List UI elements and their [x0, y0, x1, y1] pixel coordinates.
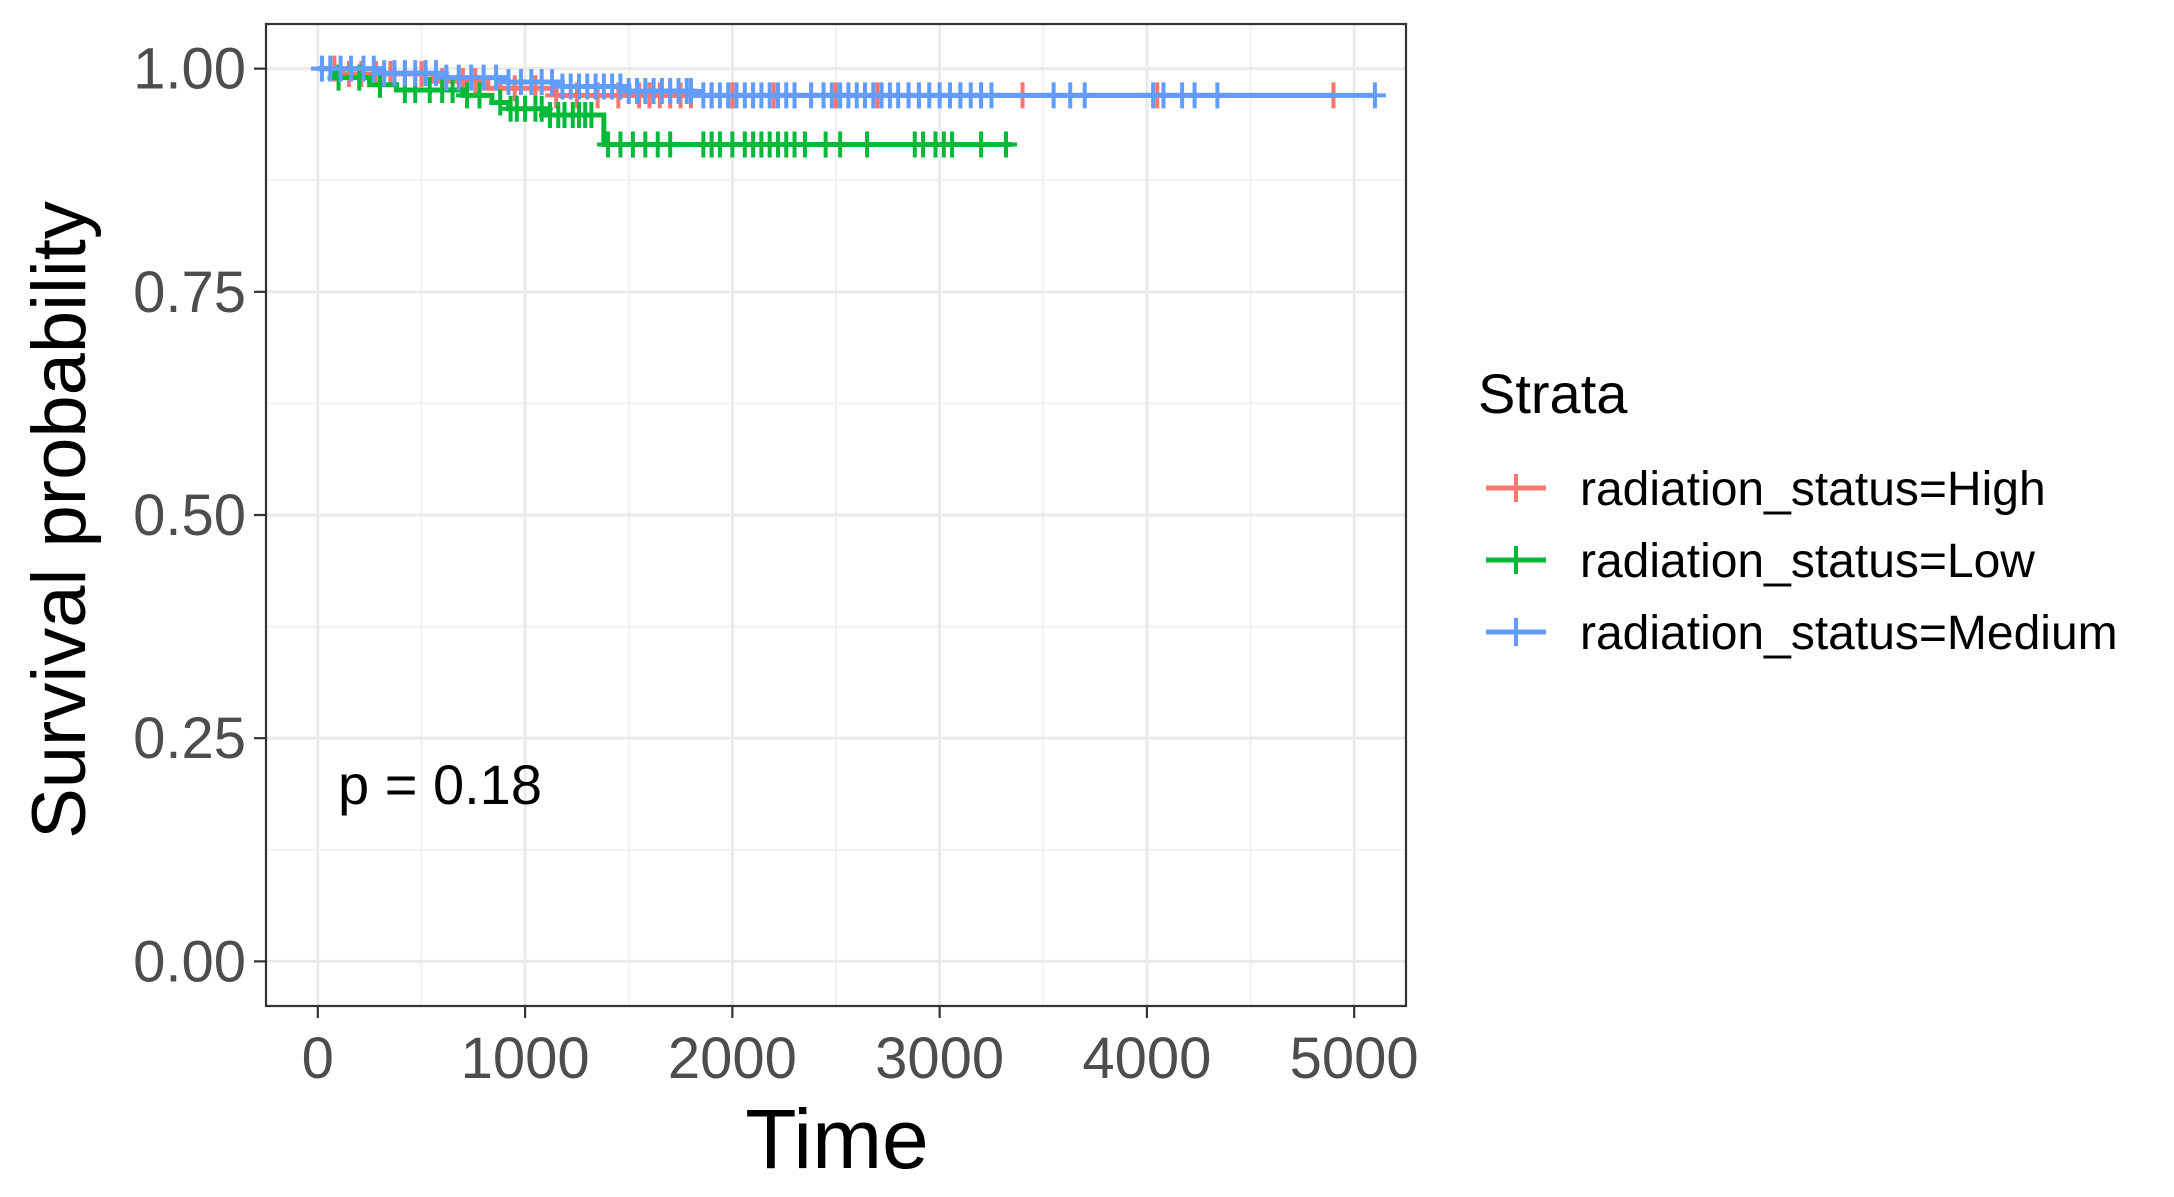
x-axis-title: Time	[745, 1092, 929, 1186]
censor-mark	[659, 131, 682, 158]
censor-mark	[980, 82, 1003, 109]
legend-key	[1486, 618, 1546, 646]
x-tick-label: 3000	[875, 1026, 1004, 1091]
x-axis: 0 1000 2000 3000 4000 5000	[302, 1006, 1419, 1091]
censor-mark	[941, 131, 964, 158]
p-value-annotation: p = 0.18	[338, 753, 542, 816]
censor-mark	[1206, 82, 1229, 109]
censor-mark	[580, 102, 603, 129]
grid-major	[266, 24, 1406, 1006]
censor-mark	[1363, 82, 1386, 109]
legend-key	[1486, 474, 1546, 502]
censor-mark	[856, 131, 879, 158]
censor-mark	[424, 60, 447, 87]
y-tick-label: 0.75	[133, 260, 246, 325]
series-layer	[310, 55, 1386, 158]
censor-mark	[362, 55, 385, 82]
legend-label: radiation_status=High	[1580, 463, 2046, 516]
x-tick-label: 5000	[1290, 1026, 1419, 1091]
y-tick-label: 1.00	[133, 37, 246, 102]
censor-mark	[970, 131, 993, 158]
censor-mark	[994, 131, 1017, 158]
censor-mark	[489, 89, 512, 116]
censor-mark	[468, 82, 491, 109]
y-tick-label: 0.00	[133, 929, 246, 994]
series-3	[310, 55, 1386, 109]
legend-label: radiation_status=Medium	[1580, 607, 2118, 660]
censor-mark	[1183, 82, 1206, 109]
legend: Strata radiation_status=High radiation_st…	[1478, 362, 2118, 660]
x-tick-label: 2000	[668, 1026, 797, 1091]
y-tick-label: 0.25	[133, 706, 246, 771]
y-axis: 0.00 0.25 0.50 0.75 1.00	[133, 37, 266, 994]
censor-mark	[1152, 82, 1175, 109]
censor-mark	[793, 131, 816, 158]
censor-mark	[369, 71, 391, 98]
censor-mark	[485, 64, 508, 91]
censor-mark	[829, 131, 852, 158]
censor-mark	[541, 69, 564, 96]
x-tick-label: 0	[302, 1026, 334, 1091]
y-axis-title: Survival probability	[17, 201, 102, 839]
censor-mark	[679, 77, 702, 104]
y-tick-label: 0.50	[133, 483, 246, 548]
x-tick-label: 1000	[461, 1026, 590, 1091]
x-tick-label: 4000	[1082, 1026, 1211, 1091]
legend-title: Strata	[1478, 362, 1628, 425]
censor-mark	[1073, 82, 1096, 109]
legend-key	[1486, 546, 1546, 574]
legend-label: radiation_status=Low	[1580, 535, 2035, 588]
